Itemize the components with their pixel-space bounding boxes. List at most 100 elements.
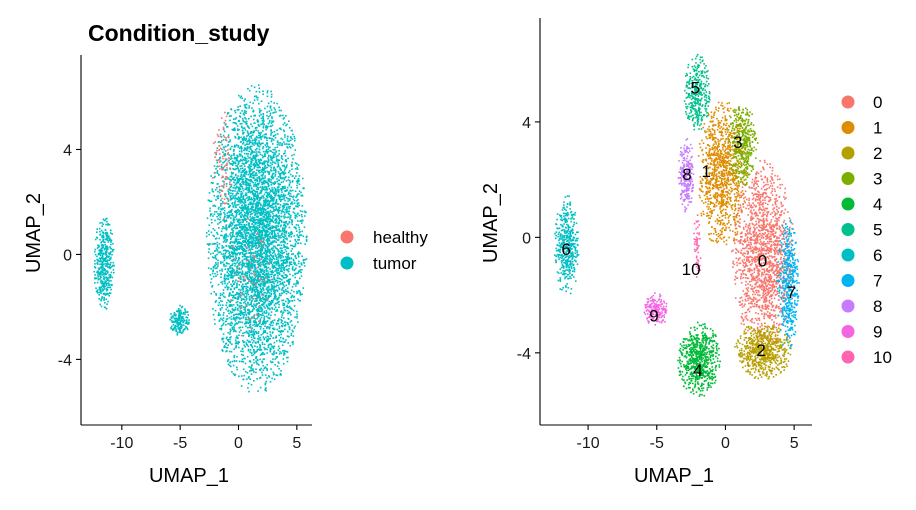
data-point: [237, 129, 239, 131]
data-point: [226, 306, 229, 309]
data-point: [290, 214, 292, 217]
data-point: [279, 127, 282, 130]
data-point: [263, 211, 266, 214]
data-point: [216, 271, 218, 273]
data-point: [254, 266, 256, 269]
data-point: [253, 115, 255, 117]
data-point: [241, 110, 243, 112]
data-point: [265, 253, 267, 256]
data-point: [242, 182, 244, 185]
data-point: [298, 300, 301, 302]
data-point: [290, 231, 293, 233]
data-point: [238, 293, 240, 296]
data-point: [261, 343, 264, 345]
data-point: [280, 109, 282, 112]
data-point: [235, 173, 237, 176]
data-point: [253, 167, 255, 169]
data-point: [259, 245, 262, 248]
data-point: [278, 339, 281, 341]
data-point: [280, 215, 283, 218]
data-point: [253, 130, 255, 132]
data-point: [283, 164, 285, 167]
data-point: [225, 284, 228, 287]
data-point: [292, 258, 295, 261]
data-point: [294, 139, 296, 142]
data-point: [220, 328, 223, 331]
data-point: [255, 143, 257, 145]
data-point: [240, 299, 243, 302]
data-point: [241, 176, 244, 178]
data-point: [240, 233, 243, 236]
data-point: [220, 234, 222, 237]
data-point: [287, 317, 290, 320]
data-point: [288, 199, 291, 202]
data-point: [270, 335, 272, 337]
data-point: [281, 240, 284, 243]
data-point: [249, 349, 252, 351]
data-point: [220, 317, 222, 320]
data-point: [259, 159, 261, 162]
data-point: [248, 326, 251, 329]
data-point: [253, 229, 256, 232]
data-point: [238, 317, 240, 319]
data-point: [296, 172, 298, 174]
data-point: [251, 171, 254, 174]
data-point: [264, 160, 266, 162]
data-point: [274, 175, 276, 177]
data-point: [231, 194, 233, 197]
data-point: [234, 118, 237, 120]
data-point: [231, 214, 233, 216]
data-point: [254, 351, 257, 353]
data-point: [259, 192, 262, 194]
data-point: [230, 259, 233, 262]
data-point: [276, 209, 279, 212]
data-point: [240, 194, 243, 197]
data-point: [241, 223, 243, 226]
data-point: [240, 272, 243, 275]
data-point: [234, 249, 237, 251]
data-point: [248, 376, 250, 378]
data-point: [281, 270, 283, 272]
data-point: [229, 333, 231, 335]
data-point: [226, 336, 228, 339]
data-point: [258, 151, 260, 153]
data-point: [221, 245, 223, 247]
data-point: [256, 191, 259, 194]
data-point: [232, 296, 234, 299]
data-point: [275, 256, 278, 259]
data-point: [241, 285, 243, 287]
data-point: [227, 134, 230, 136]
data-point: [247, 166, 250, 169]
data-point: [246, 330, 248, 333]
data-point: [258, 91, 261, 93]
data-point: [275, 374, 277, 376]
data-point: [283, 261, 286, 264]
data-point: [275, 202, 277, 205]
data-point: [278, 149, 280, 152]
data-point: [276, 340, 278, 342]
data-point: [268, 312, 270, 315]
data-point: [280, 181, 283, 184]
data-point: [278, 277, 281, 280]
data-point: [232, 318, 235, 320]
data-point: [229, 322, 231, 325]
data-point: [221, 207, 224, 210]
data-point: [281, 259, 284, 261]
data-point: [237, 221, 240, 223]
data-point: [268, 251, 270, 253]
data-point: [229, 224, 232, 226]
data-point: [237, 313, 239, 316]
data-point: [270, 196, 273, 198]
data-point: [270, 361, 273, 364]
data-point: [233, 181, 235, 184]
data-point: [272, 148, 274, 151]
data-point: [237, 238, 240, 241]
data-point: [285, 300, 287, 303]
data-point: [249, 351, 251, 353]
data-point: [262, 205, 264, 207]
data-point: [300, 275, 303, 277]
data-point: [275, 289, 278, 292]
data-point: [264, 161, 266, 164]
data-point: [269, 237, 272, 239]
data-point: [242, 187, 244, 190]
